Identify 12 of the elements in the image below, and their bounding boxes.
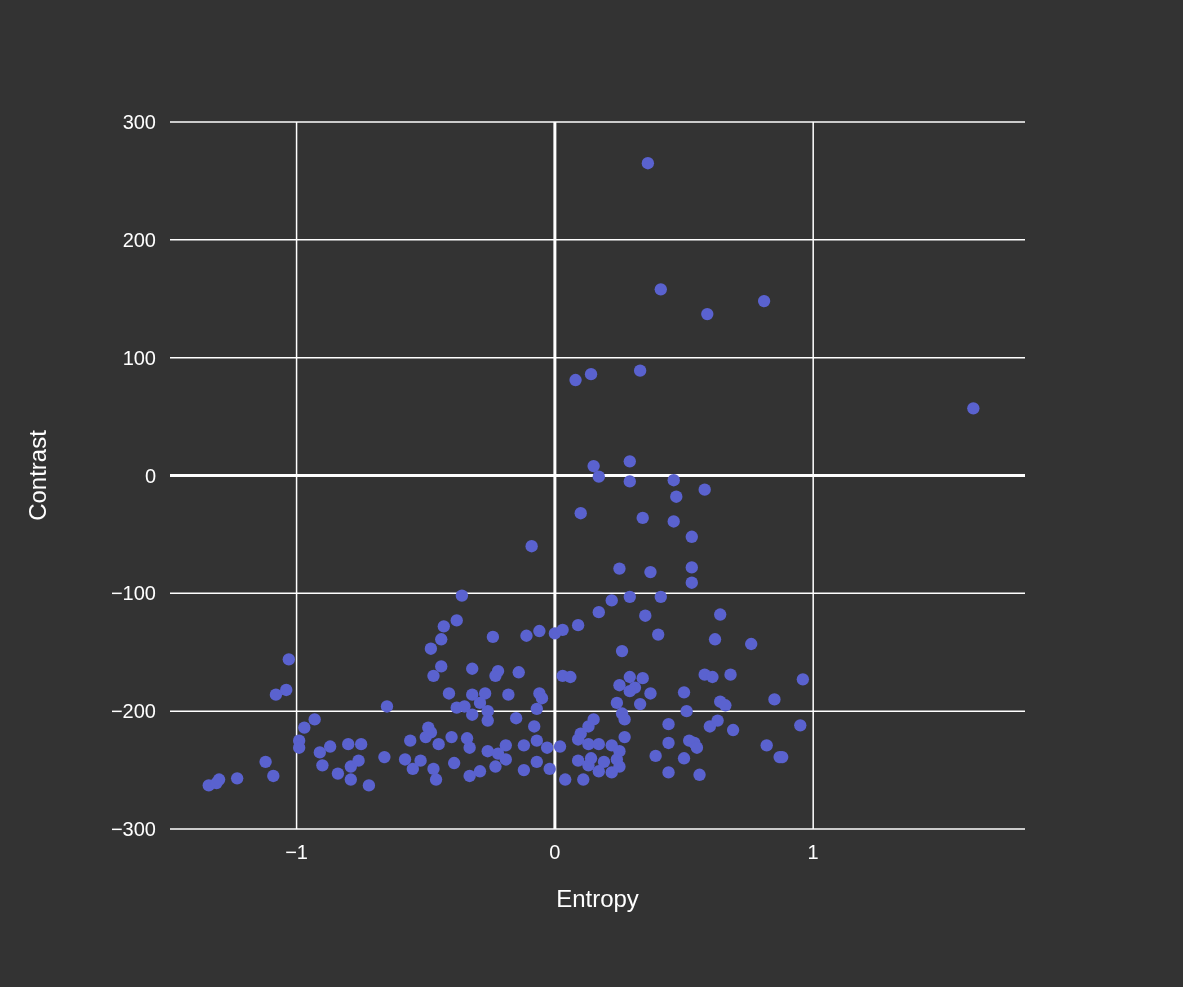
y-tick-label: 0 [144,464,156,487]
y-tick-label: 300 [122,111,156,133]
y-tick-label: −300 [110,818,156,840]
x-tick-label: −1 [285,841,308,863]
y-tick-label: 200 [122,228,156,251]
x-tick-label: 1 [807,841,819,863]
y-tick-label: 100 [122,346,156,369]
y-tick-label: −100 [110,582,156,605]
x-axis-title: Entropy [556,885,639,912]
y-tick-label: −200 [110,700,156,723]
y-axis-title: Contrast [24,429,51,521]
x-tick-label: 0 [549,841,561,863]
